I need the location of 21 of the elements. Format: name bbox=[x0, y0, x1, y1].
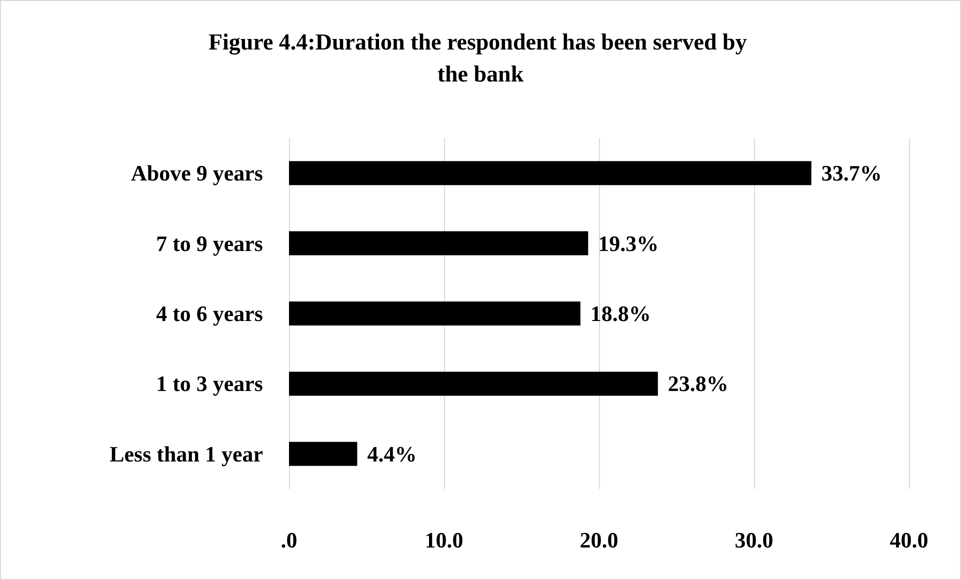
chart-title: Figure 4.4:Duration the respondent has been served by the bank bbox=[208, 30, 753, 86]
bar bbox=[289, 372, 658, 396]
data-label: 23.8% bbox=[668, 371, 728, 396]
data-label: 19.3% bbox=[598, 230, 659, 256]
y-tick-label: 4 to 6 years bbox=[156, 301, 264, 326]
y-tick-label: Above 9 years bbox=[131, 160, 264, 186]
y-tick-label: 1 to 3 years bbox=[156, 371, 264, 396]
x-tick-label: 10.0 bbox=[424, 528, 464, 552]
bar bbox=[289, 442, 358, 466]
y-tick-label: 7 to 9 years bbox=[156, 230, 264, 256]
x-tick-label: 40.0 bbox=[890, 528, 928, 552]
data-label: 18.8% bbox=[590, 301, 651, 326]
x-tick-label: 20.0 bbox=[580, 528, 618, 552]
x-tick-label: .0 bbox=[280, 528, 298, 552]
bar bbox=[289, 231, 588, 256]
bar bbox=[289, 161, 812, 186]
x-tick-label: 30.0 bbox=[734, 528, 774, 552]
y-tick-label: Less than 1 year bbox=[110, 441, 264, 466]
data-label: 4.4% bbox=[367, 441, 417, 466]
data-label: 33.7% bbox=[821, 160, 882, 186]
bar bbox=[289, 302, 580, 326]
